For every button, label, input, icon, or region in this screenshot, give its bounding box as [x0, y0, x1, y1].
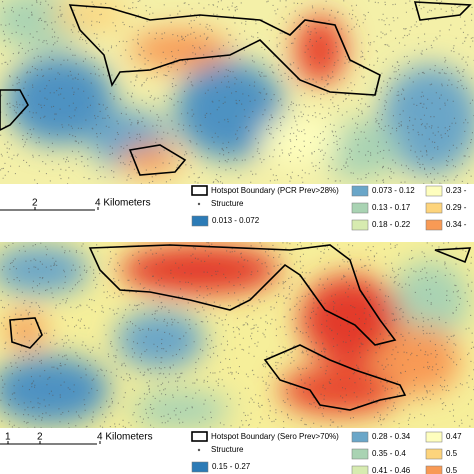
class-swatch — [351, 219, 369, 231]
class-label: 0.15 - 0.27 — [212, 462, 251, 471]
class-swatch — [425, 202, 443, 214]
structure-label: Structure — [211, 199, 244, 208]
map-bottom — [0, 242, 474, 428]
class-label: 0.34 - — [446, 220, 467, 229]
scale-label: 4 Kilometers — [95, 198, 151, 209]
class-label: 0.013 - 0.072 — [212, 216, 260, 225]
class-label: 0.29 - — [446, 203, 467, 212]
class-swatch — [425, 431, 443, 443]
class-label: 0.41 - 0.46 — [372, 466, 411, 474]
class-swatch — [191, 215, 209, 227]
class-label: 0.23 - — [446, 186, 467, 195]
class-label: 0.35 - 0.4 — [372, 449, 406, 458]
hotspot-swatch — [191, 431, 208, 442]
scale-label: 2 — [32, 198, 38, 209]
class-swatch — [351, 202, 369, 214]
class-swatch — [351, 185, 369, 197]
class-swatch — [351, 431, 369, 443]
class-label: 0.47 — [446, 432, 462, 441]
scale-label: 1 — [5, 432, 11, 443]
class-swatch — [425, 448, 443, 460]
structure-swatch — [197, 448, 201, 452]
class-swatch — [425, 219, 443, 231]
class-swatch — [425, 465, 443, 474]
class-label: 0.28 - 0.34 — [372, 432, 411, 441]
class-swatch — [351, 465, 369, 474]
structure-label: Structure — [211, 445, 244, 454]
class-swatch — [425, 185, 443, 197]
structure-swatch — [197, 202, 201, 206]
hotspot-label: Hotspot Boundary (Sero Prev>70%) — [211, 432, 339, 441]
class-label: 0.18 - 0.22 — [372, 220, 411, 229]
scale-label: 2 — [37, 432, 43, 443]
class-label: 0.5 — [446, 466, 458, 474]
class-label: 0.073 - 0.12 — [372, 186, 415, 195]
class-swatch — [191, 461, 209, 473]
hotspot-swatch — [191, 185, 208, 196]
class-label: 0.13 - 0.17 — [372, 203, 411, 212]
class-swatch — [351, 448, 369, 460]
scale-label: 4 Kilometers — [97, 432, 153, 443]
class-label: 0.5 — [446, 449, 458, 458]
map-top — [0, 0, 474, 184]
hotspot-label: Hotspot Boundary (PCR Prev>28%) — [211, 186, 339, 195]
